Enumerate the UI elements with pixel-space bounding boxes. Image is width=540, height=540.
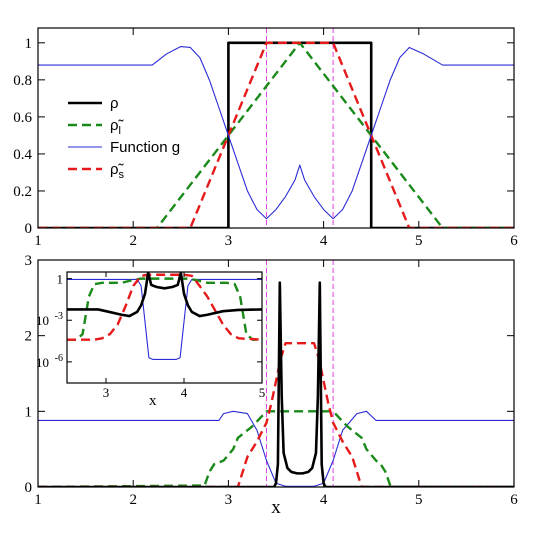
inset-ytick-label: 10 (36, 313, 49, 328)
top-xtick-label: 5 (415, 233, 423, 249)
inset-axes-frame (66, 271, 263, 384)
legend-label-rho-s: ρ̃s (110, 161, 125, 181)
inset-clipped-lines (67, 272, 262, 360)
top-axes-frame (37, 27, 515, 229)
bottom-xtick-label: 4 (320, 492, 328, 508)
inset-plot-lines (67, 272, 262, 360)
bottom-xtick-label: 2 (129, 492, 137, 508)
top-series-rho (38, 41, 514, 228)
inset-series-rho-s (67, 273, 262, 341)
top-xtick-label: 3 (225, 233, 233, 249)
top-ytick-label: 1 (25, 36, 33, 52)
inset-ytick-exponent: -6 (55, 353, 63, 364)
inset-background (67, 272, 262, 383)
bottom-ytick-label: 1 (25, 404, 33, 420)
inset-series-rho-l (67, 277, 262, 341)
top-xtick-label: 1 (34, 233, 42, 249)
top-ytick-label: 0 (25, 221, 33, 237)
top-xtick-label: 4 (320, 233, 328, 249)
bottom-axes-frame (37, 259, 515, 488)
inset-series-g (67, 278, 262, 360)
bottom-series-rho-l (38, 410, 514, 487)
top-panel: ρ ρ̃l Function g ρ̃s 1 2 3 4 5 6 0 0.2 0.4 0.6 0.8 1 (13, 27, 518, 249)
bottom-series-rho (38, 281, 514, 487)
inset-panel: 3 4 5 1 10 -3 10 -6 x (36, 271, 266, 409)
bottom-plot-lines (38, 260, 514, 487)
inset-ytick-label: 10 (36, 355, 49, 370)
bottom-ytick-label: 0 (25, 480, 33, 496)
inset-ytick-label: 1 (57, 272, 64, 287)
inset-xtick-label: 4 (181, 385, 188, 400)
top-series-rho-s (38, 41, 514, 228)
top-ytick-label: 0.8 (13, 73, 32, 89)
legend-label-rho-l: ρ̃l (110, 117, 125, 137)
bottom-xtick-label: 6 (510, 492, 518, 508)
bottom-xtick-label: 5 (415, 492, 423, 508)
top-ytick-label: 0.4 (13, 147, 32, 163)
bottom-ytick-label: 3 (25, 253, 33, 269)
bottom-x-axis-label: x (271, 497, 281, 518)
top-axes: 1 2 3 4 5 6 0 0.2 0.4 0.6 0.8 1 (13, 27, 518, 249)
top-series-rho-l (38, 41, 514, 228)
bottom-series-rho-s (38, 342, 514, 487)
inset-ytick-exponent: -3 (55, 311, 63, 322)
top-series-g (38, 45, 514, 220)
inset-series-rho (67, 272, 262, 318)
top-legend: ρ ρ̃l Function g ρ̃s (68, 95, 180, 181)
top-ytick-label: 0.6 (13, 110, 32, 126)
inset-x-axis-label: x (149, 393, 157, 409)
bottom-series-g (38, 410, 514, 487)
inset-axes: 3 4 5 1 10 -3 10 -6 x (36, 271, 266, 409)
legend-label-rho: ρ (110, 95, 119, 112)
inset-xtick-label: 5 (259, 385, 266, 400)
bottom-ytick-label: 2 (25, 329, 33, 345)
bottom-xtick-label: 3 (225, 492, 233, 508)
bottom-clipped-lines (38, 260, 514, 487)
top-ytick-label: 0.2 (13, 184, 32, 200)
legend-label-g: Function g (110, 139, 180, 156)
top-xtick-label: 6 (510, 233, 518, 249)
top-xtick-label: 2 (129, 233, 137, 249)
top-plot-lines (38, 28, 514, 228)
top-clipped-lines (38, 28, 514, 228)
inset-xtick-label: 3 (103, 385, 110, 400)
bottom-xtick-label: 1 (34, 492, 42, 508)
